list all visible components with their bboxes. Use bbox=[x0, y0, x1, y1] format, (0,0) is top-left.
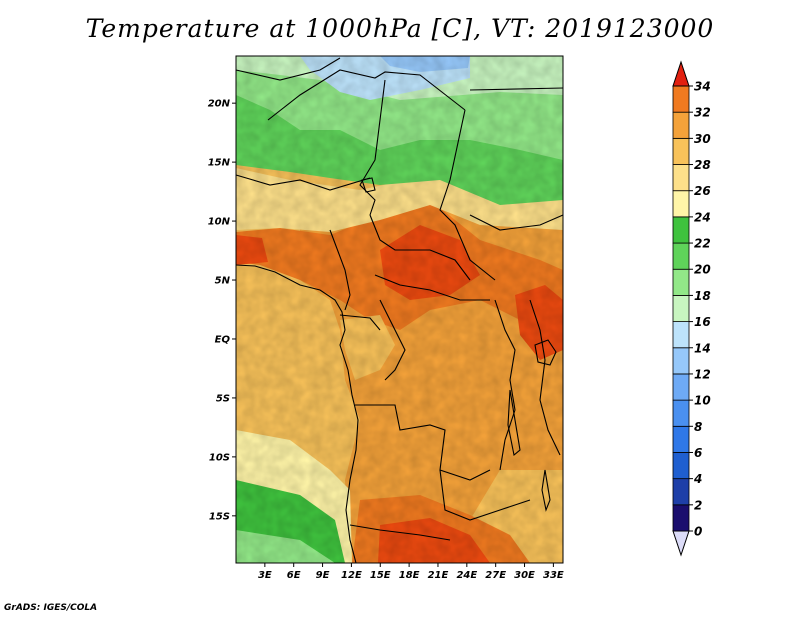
colorbar-label: 14 bbox=[694, 341, 711, 355]
colorbar-swatch bbox=[672, 216, 690, 244]
colorbar-label: 32 bbox=[694, 106, 711, 120]
colorbar-swatch bbox=[672, 137, 690, 165]
lat-tick-label: EQ bbox=[215, 334, 231, 345]
border-congo-drc bbox=[379, 299, 406, 381]
colorbar-label: 10 bbox=[694, 394, 711, 408]
colorbar-swatch bbox=[672, 321, 690, 349]
colorbar-swatch bbox=[672, 85, 690, 113]
lon-tick-label: 33E bbox=[543, 570, 564, 581]
lat-tick-label: 5S bbox=[216, 393, 230, 404]
colorbar-swatch bbox=[672, 295, 690, 322]
border-sudan-east bbox=[439, 109, 496, 281]
lon-tick-label: 9E bbox=[316, 570, 330, 581]
colorbar-label: 18 bbox=[694, 289, 711, 303]
border-niger-nigeria bbox=[235, 174, 371, 191]
colorbar-label: 30 bbox=[694, 132, 711, 146]
border-drc-angola bbox=[355, 404, 491, 481]
colorbar-label: 2 bbox=[694, 498, 702, 512]
border-drc-east bbox=[494, 299, 516, 471]
lon-tick-label: 3E bbox=[258, 570, 272, 581]
colorbar-swatch bbox=[672, 190, 690, 218]
coastline-west bbox=[235, 264, 359, 564]
border-gabon bbox=[339, 314, 381, 331]
lat-tick-label: 10S bbox=[209, 452, 230, 463]
lon-tick-label: 27E bbox=[485, 570, 506, 581]
colorbar-label: 0 bbox=[694, 525, 702, 539]
colorbar-label: 12 bbox=[694, 367, 711, 381]
colorbar-label: 16 bbox=[694, 315, 711, 329]
lon-tick-label: 12E bbox=[341, 570, 362, 581]
colorbar-under-triangle bbox=[672, 530, 690, 557]
lake-malawi bbox=[541, 469, 551, 512]
colorbar-label: 24 bbox=[694, 210, 711, 224]
border-angola-namibia bbox=[349, 524, 451, 541]
colorbar-swatch bbox=[672, 347, 690, 375]
colorbar-swatch bbox=[672, 399, 690, 427]
colorbar-label: 22 bbox=[694, 237, 711, 251]
colorbar-swatch bbox=[672, 373, 690, 401]
border-east-africa bbox=[529, 299, 561, 456]
lat-tick-label: 10N bbox=[208, 217, 231, 228]
colorbar-label: 8 bbox=[694, 420, 702, 434]
border-algeria-libya bbox=[235, 57, 341, 81]
border-car bbox=[369, 214, 471, 281]
map-title: Temperature at 1000hPa [C], VT: 20191230… bbox=[85, 14, 715, 43]
lat-tick-label: 15S bbox=[209, 511, 230, 522]
lake-victoria bbox=[534, 339, 557, 366]
lon-tick-label: 6E bbox=[287, 570, 301, 581]
colorbar-label: 28 bbox=[694, 158, 711, 172]
colorbar-swatch bbox=[672, 452, 690, 480]
lon-tick-label: 30E bbox=[514, 570, 535, 581]
colorbar-swatch bbox=[672, 164, 690, 192]
grads-credit: GrADS: IGES/COLA bbox=[4, 603, 98, 613]
colorbar-swatch bbox=[672, 268, 690, 296]
colorbar-swatch bbox=[672, 425, 690, 453]
colorbar-label: 26 bbox=[694, 184, 711, 198]
colorbar-swatch bbox=[672, 504, 690, 532]
border-cameroon bbox=[329, 229, 351, 311]
map-axes: 20N 15N 10N 5N EQ 5S 10S 15S 3E 6E 9E 12E 15E 18E 21E 2… bbox=[208, 99, 564, 581]
lake-chad bbox=[361, 177, 376, 193]
lon-tick-label: 15E bbox=[370, 570, 391, 581]
border-sudan-egypt bbox=[469, 87, 564, 91]
colorbar-label: 6 bbox=[694, 446, 702, 460]
lake-tanganyika bbox=[507, 389, 521, 457]
colorbar-label: 4 bbox=[693, 472, 702, 486]
colorbar-swatch bbox=[672, 478, 690, 506]
colorbar-swatch bbox=[672, 242, 690, 270]
border-ethiopia bbox=[469, 214, 564, 231]
temperature-map bbox=[236, 56, 563, 563]
colorbar-over-triangle bbox=[672, 60, 690, 87]
lat-tick-label: 15N bbox=[208, 158, 231, 169]
lon-tick-label: 24E bbox=[456, 570, 477, 581]
lon-tick-label: 18E bbox=[399, 570, 420, 581]
map-frame bbox=[235, 55, 564, 564]
lat-tick-label: 5N bbox=[215, 276, 231, 287]
colorbar-label: 34 bbox=[694, 80, 711, 94]
border-chad-sudan bbox=[359, 79, 386, 216]
political-boundaries bbox=[235, 57, 564, 564]
lat-tick-label: 20N bbox=[208, 99, 231, 110]
border-zambia bbox=[439, 469, 531, 521]
lon-tick-label: 21E bbox=[428, 570, 449, 581]
colorbar-swatch bbox=[672, 111, 690, 139]
border-car-drc bbox=[374, 274, 490, 301]
border-libya-chad bbox=[267, 69, 466, 121]
colorbar-label: 20 bbox=[694, 263, 711, 277]
